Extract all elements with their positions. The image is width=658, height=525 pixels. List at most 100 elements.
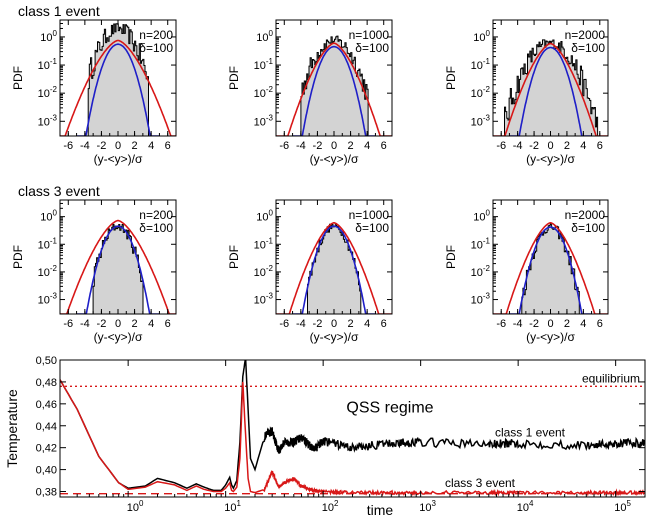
y-tick-label: 10-1 <box>471 57 491 72</box>
panel-n-label: n=200 <box>139 208 173 222</box>
blue-curve <box>76 43 160 136</box>
x-tick-label: 0 <box>115 140 121 152</box>
temperature-time-plot: 100 101 102 103 104 105 0,38 0,40 0,42 0,44 0,46 0,… <box>4 355 646 518</box>
x-tick-label: 0 <box>547 140 553 152</box>
x-tick-label: -4 <box>296 140 306 152</box>
time-x-tick-label: 105 <box>614 499 631 514</box>
y-axis-label: PDF <box>11 245 25 269</box>
qss-regime-label: QSS regime <box>346 400 433 417</box>
x-tick-label: 2 <box>564 318 570 330</box>
x-tick-label: 6 <box>381 318 387 330</box>
panel-n-label: n=1000 <box>349 208 390 222</box>
row-group-label: class 1 event <box>18 3 100 19</box>
panel-plot-area <box>276 222 392 314</box>
blue-curve <box>509 226 592 314</box>
x-tick-label: 2 <box>564 140 570 152</box>
histogram-fill <box>93 224 144 314</box>
x-tick-label: -6 <box>496 140 506 152</box>
panel-plot-area <box>493 222 608 314</box>
panel-delta-label: δ=100 <box>139 41 173 55</box>
x-tick-label: -4 <box>80 318 90 330</box>
time-x-tick-label: 101 <box>224 499 241 514</box>
x-tick-label: -2 <box>97 140 107 152</box>
histogram-fill <box>307 223 361 314</box>
histogram-outline <box>87 23 149 136</box>
red-curve <box>493 222 608 314</box>
time-x-axis-label: time <box>367 502 394 518</box>
x-tick-label: 4 <box>580 140 586 152</box>
histogram-fill <box>88 23 149 136</box>
panel-delta-label: δ=100 <box>355 221 389 235</box>
time-y-tick-label: 0,46 <box>36 399 57 411</box>
blue-curve <box>509 46 592 136</box>
x-axis-label: (y-<y>)/σ <box>526 330 575 344</box>
x-tick-label: -4 <box>513 318 523 330</box>
panel-delta-label: δ=100 <box>571 41 605 55</box>
y-axis-label: PDF <box>227 66 241 90</box>
time-y-tick-label: 0,40 <box>36 465 57 477</box>
panel-delta-label: δ=100 <box>139 221 173 235</box>
x-tick-label: 6 <box>597 140 603 152</box>
y-tick-label: 10-3 <box>38 292 58 307</box>
x-tick-label: 2 <box>348 318 354 330</box>
blue-curve <box>76 225 160 314</box>
y-tick-label: 10-1 <box>471 236 491 251</box>
x-axis-label: (y-<y>)/σ <box>526 152 575 166</box>
red-curve <box>493 42 608 136</box>
y-tick-label: 100 <box>256 29 273 44</box>
panel-plot-area <box>60 23 176 136</box>
time-x-tick-label: 104 <box>517 499 534 514</box>
time-y-axis-label: Temperature <box>4 389 20 468</box>
y-tick-label: 10-2 <box>38 85 58 100</box>
y-tick-label: 10-3 <box>38 113 58 128</box>
y-tick-label: 10-2 <box>471 85 491 100</box>
y-tick-label: 10-1 <box>38 57 58 72</box>
red-curve <box>276 222 392 314</box>
x-tick-label: -4 <box>80 140 90 152</box>
x-tick-label: 4 <box>148 318 154 330</box>
x-axis-label: (y-<y>)/σ <box>94 330 143 344</box>
series-line-2 <box>60 379 645 497</box>
x-tick-label: 6 <box>381 140 387 152</box>
y-tick-label: 100 <box>473 209 490 224</box>
panel-n-label: n=2000 <box>565 208 606 222</box>
blue-curve <box>292 225 376 314</box>
y-axis-label: PDF <box>227 245 241 269</box>
y-tick-label: 100 <box>473 29 490 44</box>
y-tick-label: 100 <box>256 209 273 224</box>
class-3-label: class 3 event <box>445 476 516 490</box>
y-tick-label: 10-2 <box>254 85 274 100</box>
x-tick-label: 4 <box>364 140 370 152</box>
panel-delta-label: δ=100 <box>571 221 605 235</box>
time-y-tick-label: 0,44 <box>36 421 57 433</box>
red-curve <box>60 219 176 314</box>
x-tick-label: -6 <box>63 140 73 152</box>
x-tick-label: 4 <box>364 318 370 330</box>
time-y-tick-label: 0,50 <box>36 355 57 367</box>
x-tick-label: 4 <box>580 318 586 330</box>
x-tick-label: -2 <box>529 140 539 152</box>
y-tick-label: 10-2 <box>471 264 491 279</box>
y-tick-label: 10-1 <box>38 236 58 251</box>
time-plot-area <box>60 360 645 497</box>
panel-plot-area <box>276 35 392 136</box>
x-tick-label: 2 <box>132 318 138 330</box>
x-tick-label: -4 <box>296 318 306 330</box>
x-tick-label: 6 <box>597 318 603 330</box>
panel-plot-area <box>60 219 176 314</box>
y-axis-label: PDF <box>11 66 25 90</box>
time-x-tick-label: 100 <box>127 499 144 514</box>
panel-n-label: n=1000 <box>349 28 390 42</box>
x-tick-label: 6 <box>165 140 171 152</box>
x-tick-label: -2 <box>529 318 539 330</box>
y-tick-label: 10-3 <box>254 292 274 307</box>
x-axis-label: (y-<y>)/σ <box>310 330 359 344</box>
panel-n-label: n=200 <box>139 28 173 42</box>
class-1-label: class 1 event <box>495 426 566 440</box>
